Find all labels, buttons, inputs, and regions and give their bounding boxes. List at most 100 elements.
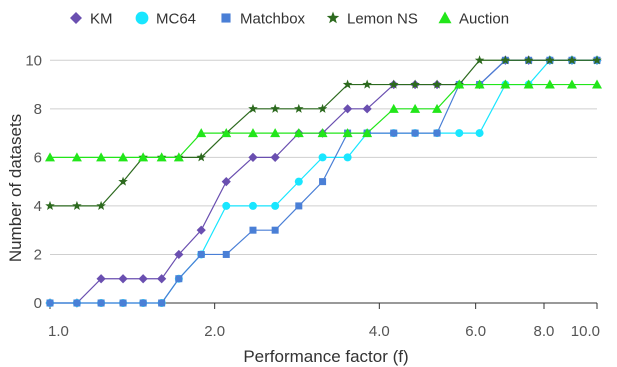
star-marker bbox=[317, 103, 328, 113]
y-tick-label: 4 bbox=[34, 198, 42, 215]
circle-marker bbox=[455, 129, 464, 138]
legend-label: Auction bbox=[459, 11, 509, 28]
star-marker bbox=[545, 55, 555, 65]
x-axis-ticks: 1.0 2.0 4.0 6.0 8.0 10.0 bbox=[48, 303, 600, 340]
legend-item-auction: Auction bbox=[438, 11, 509, 28]
diamond-marker bbox=[157, 274, 167, 284]
x-tick-label: 6.0 bbox=[465, 323, 486, 340]
square-marker bbox=[411, 129, 419, 137]
circle-marker bbox=[271, 201, 280, 210]
triangle-marker bbox=[247, 128, 258, 138]
x-axis-label: Performance factor (f) bbox=[243, 347, 408, 366]
legend-label: Lemon NS bbox=[347, 11, 418, 28]
square-marker bbox=[390, 129, 398, 137]
triangle-marker bbox=[138, 152, 149, 162]
y-tick-label: 2 bbox=[34, 246, 42, 263]
legend-label: MC64 bbox=[156, 11, 196, 28]
x-tick-label: 2.0 bbox=[204, 323, 225, 340]
square-marker bbox=[46, 299, 54, 307]
diamond-marker bbox=[362, 104, 372, 114]
triangle-marker bbox=[45, 152, 55, 162]
circle-marker bbox=[294, 177, 303, 186]
circle-marker bbox=[318, 153, 327, 162]
square-marker bbox=[158, 299, 166, 307]
triangle-marker bbox=[196, 128, 207, 138]
legend-label: Matchbox bbox=[240, 11, 306, 28]
x-tick-label: 1.0 bbox=[48, 323, 69, 340]
y-axis-label: Number of datasets bbox=[6, 114, 25, 262]
star-marker bbox=[45, 200, 55, 210]
star-marker bbox=[567, 55, 577, 65]
star-marker bbox=[294, 103, 304, 113]
x-tick-label: 8.0 bbox=[534, 323, 555, 340]
triangle-marker bbox=[173, 152, 184, 162]
circle-marker bbox=[248, 201, 257, 210]
series-group bbox=[45, 55, 602, 308]
series-auction bbox=[45, 79, 602, 162]
triangle-marker bbox=[71, 152, 82, 162]
triangle-marker bbox=[592, 79, 602, 89]
square-marker bbox=[433, 129, 441, 137]
diamond-marker bbox=[174, 249, 184, 260]
star-marker bbox=[523, 55, 534, 65]
triangle-marker bbox=[118, 152, 129, 162]
triangle-marker bbox=[317, 128, 328, 138]
star-marker bbox=[432, 79, 442, 89]
square-marker bbox=[222, 250, 230, 258]
triangle-marker bbox=[410, 103, 421, 113]
square-marker bbox=[97, 299, 105, 307]
star-marker bbox=[474, 55, 485, 65]
star-marker bbox=[96, 200, 106, 210]
diamond-marker bbox=[70, 12, 82, 24]
diamond-marker bbox=[248, 152, 258, 162]
square-marker bbox=[73, 299, 81, 307]
star-marker bbox=[388, 79, 399, 89]
diamond-marker bbox=[221, 177, 231, 187]
y-tick-label: 0 bbox=[34, 295, 42, 312]
square-marker bbox=[319, 178, 327, 186]
triangle-marker bbox=[523, 79, 534, 89]
diamond-marker bbox=[138, 274, 148, 284]
y-tick-label: 6 bbox=[34, 149, 42, 166]
triangle-marker bbox=[156, 152, 167, 162]
star-marker bbox=[270, 103, 280, 113]
legend: KM MC64 Matchbox Lemon NS Auction bbox=[70, 11, 509, 28]
circle-marker bbox=[343, 153, 352, 162]
circle-marker bbox=[475, 129, 484, 138]
legend-item-lemon-ns: Lemon NS bbox=[326, 11, 418, 28]
triangle-marker bbox=[474, 79, 485, 89]
star-marker bbox=[196, 152, 206, 162]
diamond-marker bbox=[343, 104, 353, 114]
square-marker bbox=[139, 299, 147, 307]
star-marker bbox=[410, 79, 420, 89]
square-marker bbox=[221, 13, 231, 23]
star-marker bbox=[362, 79, 372, 89]
triangle-marker bbox=[293, 128, 304, 138]
legend-label: KM bbox=[90, 11, 113, 28]
square-marker bbox=[271, 226, 279, 234]
triangle-marker bbox=[342, 128, 353, 138]
series-matchbox bbox=[46, 56, 601, 307]
diamond-marker bbox=[270, 152, 280, 162]
triangle-marker bbox=[566, 79, 577, 89]
legend-item-mc64: MC64 bbox=[135, 11, 196, 28]
triangle-marker bbox=[432, 103, 443, 113]
triangle-marker bbox=[221, 128, 232, 138]
circle-marker bbox=[222, 201, 231, 210]
y-axis-ticks: 0 2 4 6 8 10 bbox=[25, 52, 42, 312]
x-tick-label: 4.0 bbox=[369, 323, 390, 340]
triangle-marker bbox=[544, 79, 555, 89]
star-marker bbox=[72, 200, 82, 210]
x-tick-label: 10.0 bbox=[571, 323, 600, 340]
series-line-auction bbox=[50, 83, 597, 158]
legend-item-matchbox: Matchbox bbox=[221, 11, 306, 28]
star-marker bbox=[326, 11, 340, 24]
triangle-marker bbox=[96, 152, 107, 162]
square-marker bbox=[295, 202, 303, 210]
diamond-marker bbox=[196, 225, 206, 235]
square-marker bbox=[249, 226, 257, 234]
triangle-marker bbox=[454, 79, 465, 89]
star-marker bbox=[248, 103, 258, 113]
triangle-marker bbox=[438, 11, 452, 24]
diamond-marker bbox=[118, 274, 128, 284]
